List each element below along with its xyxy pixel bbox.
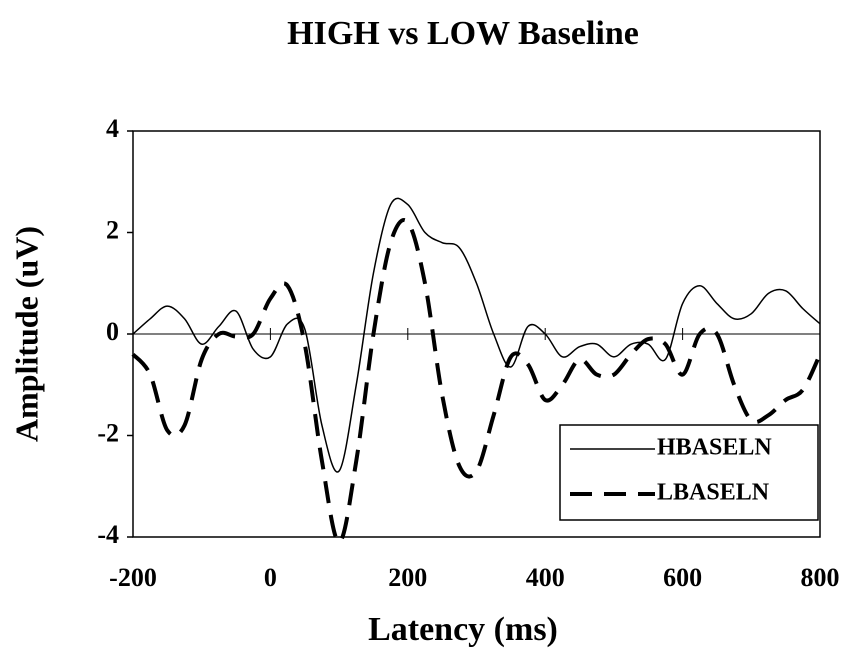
data-line [131,218,822,545]
x-tick-label: 600 [663,563,702,592]
legend-box [559,424,819,521]
legend-label: LBASELN [657,480,770,506]
y-tick-label: -2 [97,418,119,447]
y-axis-label: Amplitude (uV) [8,226,44,442]
x-tick-label: 800 [801,563,840,592]
legend: HBASELN LBASELN [559,424,819,521]
x-tick-label: 0 [264,563,277,592]
x-tick-label: 200 [388,563,427,592]
y-tick-label: 4 [106,114,119,143]
y-tick-label: 2 [106,215,119,244]
y-tick-label: 0 [106,317,119,346]
data-line [132,197,821,473]
y-tick-label: -4 [97,520,119,549]
x-tick-label: -200 [109,563,157,592]
x-axis-label: Latency (ms) [368,611,558,648]
x-tick-label: 400 [526,563,565,592]
legend-label: HBASELN [657,435,772,461]
chart-title: HIGH vs LOW Baseline [287,15,639,52]
